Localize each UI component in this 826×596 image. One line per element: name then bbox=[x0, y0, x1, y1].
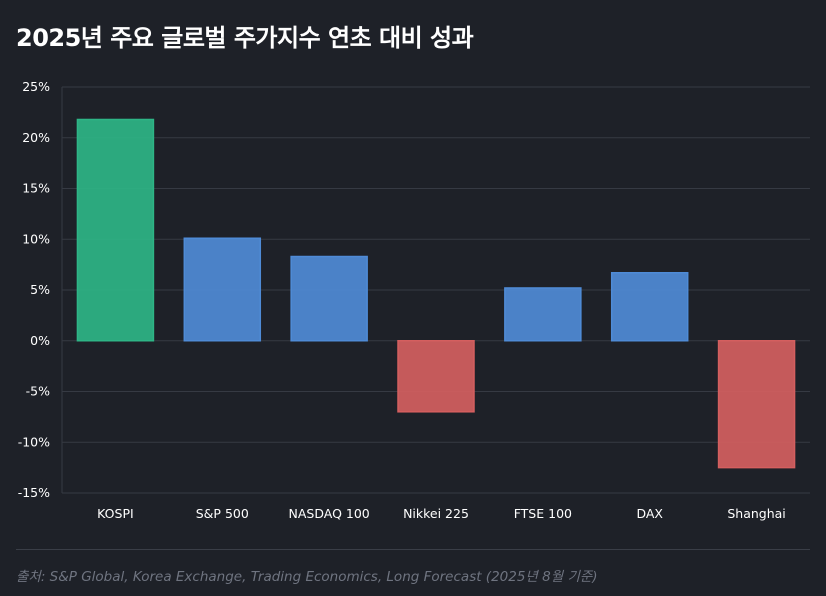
chart-title: 2025년 주요 글로벌 주가지수 연초 대비 성과 bbox=[16, 24, 474, 52]
x-tick-label: FTSE 100 bbox=[514, 506, 572, 521]
x-axis-ticks: KOSPI S&P 500 NASDAQ 100 Nikkei 225 FTSE 100… bbox=[97, 506, 786, 521]
x-tick-label: KOSPI bbox=[97, 506, 134, 521]
bar-dax bbox=[610, 271, 689, 342]
bar-nasdaq-100 bbox=[290, 255, 368, 342]
x-tick-label: Shanghai bbox=[727, 506, 785, 521]
bar-s-p-500 bbox=[183, 237, 262, 342]
bar-nikkei-225 bbox=[397, 340, 475, 413]
y-tick-label: 25% bbox=[22, 79, 50, 94]
y-tick-label: 0% bbox=[30, 333, 50, 348]
x-tick-label: S&P 500 bbox=[196, 506, 249, 521]
bar-kospi bbox=[76, 118, 155, 342]
x-tick-label: DAX bbox=[636, 506, 663, 521]
y-tick-label: 10% bbox=[22, 231, 50, 246]
x-tick-label: NASDAQ 100 bbox=[289, 506, 370, 521]
y-tick-label: -5% bbox=[26, 384, 50, 399]
source-note: 출처: S&P Global, Korea Exchange, Trading … bbox=[16, 569, 598, 585]
footer-divider bbox=[16, 549, 810, 550]
y-tick-label: -10% bbox=[18, 434, 50, 449]
bar-ftse-100 bbox=[504, 287, 582, 342]
bar-shanghai bbox=[717, 340, 796, 469]
y-tick-label: 20% bbox=[22, 130, 50, 145]
y-axis-ticks: 25% 20% 15% 10% 5% 0% -5% -10% -15% bbox=[18, 79, 50, 500]
gridlines bbox=[61, 86, 810, 494]
y-tick-label: 5% bbox=[30, 282, 50, 297]
bars bbox=[76, 118, 796, 469]
y-tick-label: 15% bbox=[22, 181, 50, 196]
bar-chart: 25% 20% 15% 10% 5% 0% -5% -10% -15% KOSPI S&P 500… bbox=[18, 79, 810, 521]
x-tick-label: Nikkei 225 bbox=[403, 506, 469, 521]
y-tick-label: -15% bbox=[18, 485, 50, 500]
